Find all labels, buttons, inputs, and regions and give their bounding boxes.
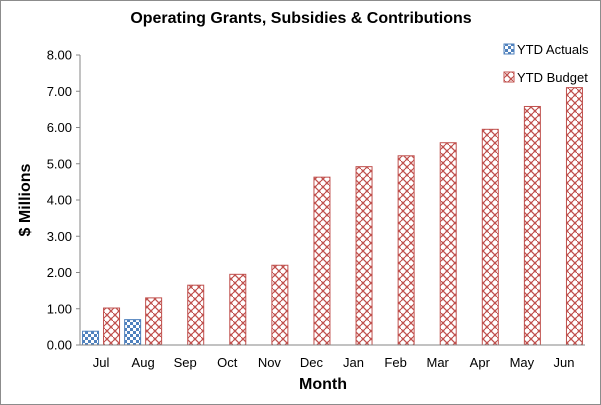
legend-item-budget: YTD Budget xyxy=(503,70,588,85)
bar-budget-mar xyxy=(439,142,457,346)
y-tick-label: 8.00 xyxy=(47,48,72,63)
bar-budget-sep xyxy=(187,284,205,346)
bar-actuals-jul xyxy=(82,330,100,346)
legend: YTD Actuals YTD Budget xyxy=(503,42,589,85)
x-tick-label-jul: Jul xyxy=(93,355,110,370)
y-axis-ticks: 0.00 1.00 2.00 3.00 4.00 5.00 6.00 7.00 8.00 xyxy=(47,48,80,353)
chart-title: Operating Grants, Subsidies & Contributi… xyxy=(130,10,471,27)
legend-label-actuals: YTD Actuals xyxy=(517,42,589,57)
y-tick-label: 0.00 xyxy=(47,338,72,353)
bar-budget-may xyxy=(523,105,541,346)
legend-swatch-budget xyxy=(503,71,515,83)
y-tick-label: 5.00 xyxy=(47,156,72,171)
y-tick-label: 4.00 xyxy=(47,193,72,208)
bar-budget-jul xyxy=(103,307,121,346)
bar-budget-oct xyxy=(229,273,247,346)
legend-item-actuals: YTD Actuals xyxy=(503,42,589,57)
x-tick-label-may: May xyxy=(510,355,535,370)
bar-budget-jun xyxy=(565,87,583,346)
x-tick-label-sep: Sep xyxy=(174,355,197,370)
bar-budget-jan xyxy=(355,166,373,346)
x-tick-label-feb: Feb xyxy=(384,355,406,370)
x-tick-label-oct: Oct xyxy=(217,355,238,370)
x-axis-ticks: Jul Aug Sep Oct Nov Dec Jan Feb Mar Apr May Jun xyxy=(93,355,575,370)
x-tick-label-aug: Aug xyxy=(132,355,155,370)
legend-swatch-actuals xyxy=(503,43,515,55)
bar-budget-dec xyxy=(313,176,331,346)
bars xyxy=(82,87,583,346)
x-axis-title: Month xyxy=(299,376,347,393)
x-tick-label-dec: Dec xyxy=(300,355,324,370)
x-tick-label-nov: Nov xyxy=(258,355,282,370)
y-tick-label: 3.00 xyxy=(47,229,72,244)
bar-budget-apr xyxy=(481,128,499,346)
bar-actuals-aug xyxy=(124,319,142,346)
bar-budget-feb xyxy=(397,155,415,346)
y-axis-title: $ Millions xyxy=(17,163,34,236)
x-tick-label-jan: Jan xyxy=(343,355,364,370)
bar-budget-aug xyxy=(145,297,163,346)
legend-label-budget: YTD Budget xyxy=(517,70,588,85)
x-tick-label-mar: Mar xyxy=(427,355,450,370)
x-tick-label-jun: Jun xyxy=(553,355,574,370)
y-tick-label: 1.00 xyxy=(47,301,72,316)
y-tick-label: 6.00 xyxy=(47,120,72,135)
y-tick-label: 7.00 xyxy=(47,84,72,99)
x-tick-label-apr: Apr xyxy=(470,355,491,370)
y-tick-label: 2.00 xyxy=(47,265,72,280)
bar-budget-nov xyxy=(271,264,289,346)
